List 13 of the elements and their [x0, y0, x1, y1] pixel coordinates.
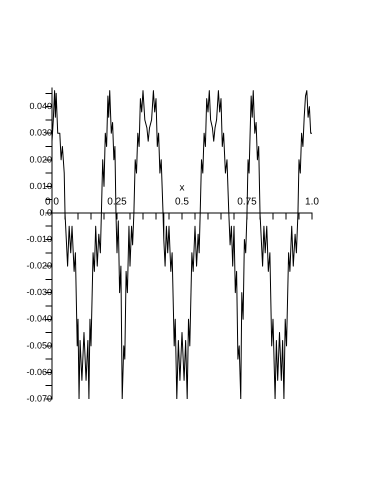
y-tick-label: -0.070: [26, 393, 52, 404]
y-tick-label: -0.030: [26, 287, 52, 298]
x-tick-label: 1.0: [305, 196, 320, 208]
y-tick-label: -0.050: [26, 340, 52, 350]
y-tick-label: 0.020: [29, 154, 52, 164]
y-tick-label: -0.060: [26, 366, 52, 377]
y-tick-label: -0.020: [26, 260, 52, 271]
x-tick-label: 0.5: [175, 196, 190, 208]
y-tick-label: 0.010: [29, 180, 52, 191]
x-axis-title: x: [180, 182, 184, 194]
y-tick-label: -0.010: [26, 234, 52, 244]
y-tick-label: 0.040: [29, 101, 52, 112]
y-tick-label: 0.030: [29, 128, 52, 138]
